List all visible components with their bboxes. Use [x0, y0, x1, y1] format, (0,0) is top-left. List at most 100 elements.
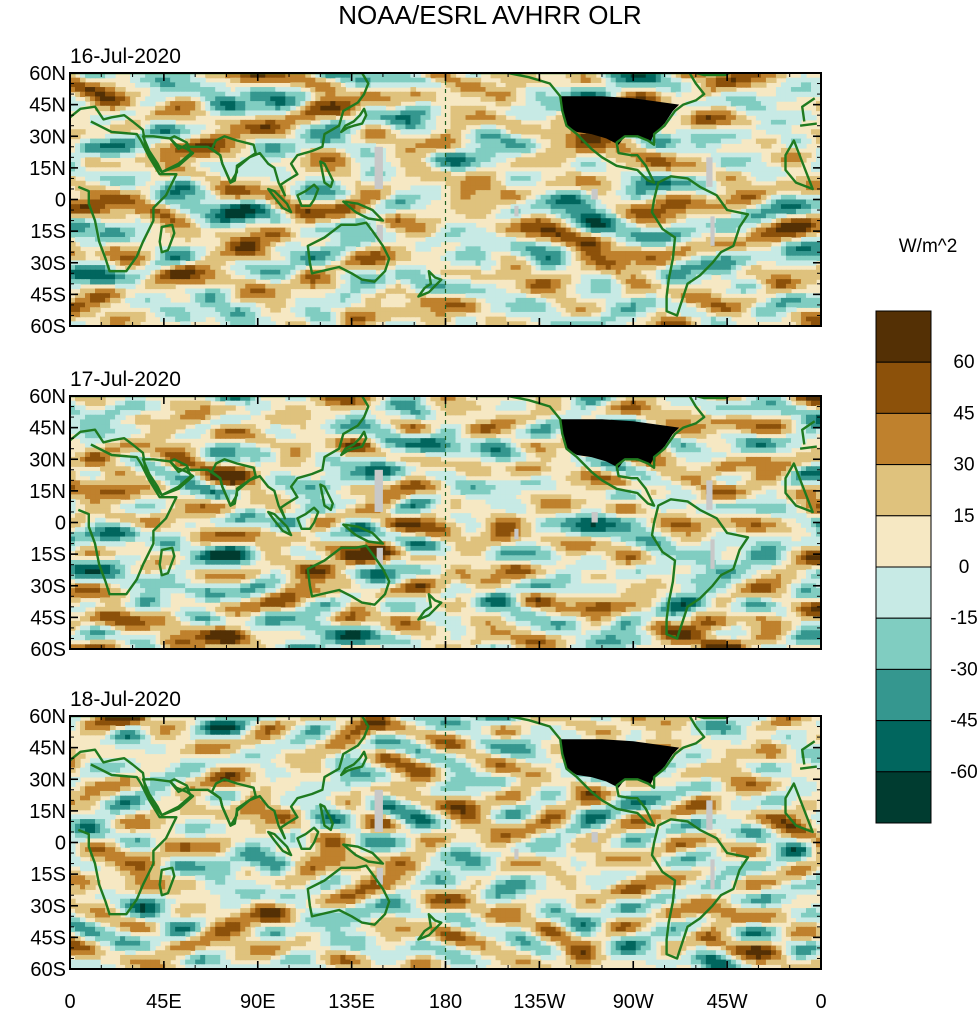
lat-tick-label: 0: [55, 513, 66, 535]
landmass-new-guinea: [342, 843, 385, 865]
lat-tick-label: 45S: [30, 284, 66, 306]
landmass-india-outline: [210, 458, 257, 507]
panel-date-title: 18-Jul-2020: [70, 688, 181, 711]
landmass-japan: [340, 107, 368, 134]
figure-title: NOAA/ESRL AVHRR OLR: [338, 0, 641, 30]
missing-data-cell: [514, 848, 519, 860]
lat-tick-label: 60S: [30, 639, 66, 661]
landmass-greenland-tip: [694, 73, 731, 77]
lat-tick-label: 15N: [29, 158, 66, 180]
landmass-new-guinea: [342, 200, 385, 222]
lat-tick-label: 15N: [29, 481, 66, 503]
missing-data-cell: [706, 800, 713, 830]
lon-tick-label: 180: [429, 991, 462, 1013]
lat-tick-label: 60S: [30, 959, 66, 981]
lat-tick-label: 30S: [30, 253, 66, 275]
landmass-india-outline: [210, 135, 257, 184]
landmass-new-zealand: [417, 593, 443, 621]
landmass-philippines: [319, 483, 334, 512]
landmass-borneo: [296, 506, 320, 530]
colorbar-swatch: [875, 515, 932, 568]
landmass-south-america: [650, 498, 750, 640]
landmass-philippines: [319, 160, 334, 189]
colorbar-swatch: [875, 617, 932, 670]
landmass-philippines: [319, 803, 334, 832]
lat-tick-label: 0: [55, 190, 66, 212]
panel-date-title: 16-Jul-2020: [70, 45, 181, 68]
landmass-japan: [340, 750, 368, 777]
landmass-japan: [340, 430, 368, 457]
missing-data-cell: [591, 188, 598, 200]
lat-tick-label: 15S: [30, 221, 66, 243]
lat-tick-label: 15N: [29, 801, 66, 823]
missing-data-cell: [706, 157, 713, 187]
landmass-south-america: [650, 818, 750, 960]
colorbar-label: 30: [953, 455, 974, 476]
landmass-australia: [306, 864, 391, 926]
colorbar-swatch: [875, 464, 932, 517]
landmass-south-america: [650, 175, 750, 317]
olr-anomaly-field: [70, 716, 821, 969]
missing-data-cell: [706, 480, 713, 510]
missing-data-cell: [591, 511, 598, 523]
lon-tick-label: 135E: [328, 991, 375, 1013]
colorbar-swatch: [875, 310, 932, 363]
colorbar-label: 0: [959, 557, 970, 578]
colorbar-swatch: [875, 771, 932, 824]
missing-data-cell: [376, 224, 383, 242]
missing-data-cell: [514, 205, 519, 217]
landmass-borneo: [296, 183, 320, 207]
landmass-new-guinea: [342, 523, 385, 545]
colorbar-swatch: [875, 412, 932, 466]
colorbar-label: 60: [953, 352, 974, 373]
lat-tick-label: 15S: [30, 864, 66, 886]
landmass-borneo: [296, 826, 320, 850]
landmass-australia: [306, 221, 391, 283]
no-data-region: [560, 419, 680, 468]
colorbar-label: 15: [953, 506, 974, 527]
landmass-new-zealand: [417, 913, 443, 941]
lat-tick-label: 45S: [30, 607, 66, 629]
landmass-india-outline: [210, 778, 257, 827]
missing-data-cell: [710, 216, 715, 246]
landmass-africa: [77, 443, 817, 596]
olr-anomaly-field: [70, 73, 821, 326]
colorbar-swatch: [875, 720, 932, 773]
colorbar-label: -60: [950, 762, 977, 783]
lat-tick-label: 45N: [29, 738, 66, 760]
lon-tick-label: 90W: [613, 991, 654, 1013]
coastlines: [70, 396, 817, 640]
no-data-region: [560, 739, 680, 788]
missing-data-cell: [374, 789, 383, 832]
lat-tick-label: 30N: [29, 126, 66, 148]
coastlines: [70, 73, 817, 317]
lat-tick-label: 60N: [29, 706, 66, 728]
lat-tick-label: 30N: [29, 449, 66, 471]
lon-tick-label: 0: [64, 991, 75, 1013]
colorbar-swatch: [875, 566, 932, 619]
landmass-arabia: [141, 778, 195, 817]
landmass-arabia: [141, 135, 195, 174]
lon-tick-label: 90E: [240, 991, 276, 1013]
colorbar-swatch: [875, 361, 932, 414]
missing-data-cell: [376, 547, 383, 565]
lat-tick-label: 60S: [30, 316, 66, 338]
lon-tick-label: 135W: [513, 991, 565, 1013]
lon-tick-label: 45W: [707, 991, 748, 1013]
colorbar-label: -45: [950, 711, 977, 732]
missing-data-cell: [374, 146, 383, 189]
landmass-new-zealand: [417, 270, 443, 298]
lat-tick-label: 60N: [29, 386, 66, 408]
lat-tick-label: 45N: [29, 418, 66, 440]
landmass-australia: [306, 544, 391, 606]
no-data-region: [560, 96, 680, 145]
landmass-africa: [77, 120, 817, 273]
landmass-sumatra: [267, 187, 293, 214]
lon-tick-label: 45E: [146, 991, 182, 1013]
lat-tick-label: 45S: [30, 927, 66, 949]
lon-tick-label: 0: [815, 991, 826, 1013]
